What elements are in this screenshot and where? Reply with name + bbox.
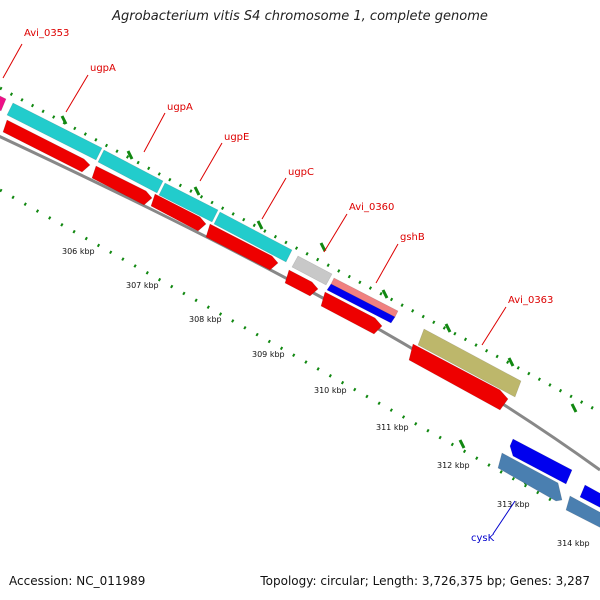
kbp-label: 314 kbp	[557, 539, 590, 548]
kbp-label: 311 kbp	[376, 423, 409, 432]
leader-ugpa-2	[143, 112, 166, 153]
cds-1	[2, 119, 91, 173]
gene-label: ugpA	[90, 63, 116, 74]
major-tick	[126, 150, 134, 160]
leader-avi-0353	[2, 43, 23, 79]
cds-3	[150, 193, 207, 232]
kbp-labels: 306 kbp 307 kbp 308 kbp 309 kbp 310 kbp …	[62, 247, 590, 548]
kbp-label: 308 kbp	[189, 315, 222, 324]
gene-label: gshB	[400, 232, 425, 243]
major-tick	[256, 220, 264, 230]
gene-label: ugpE	[224, 132, 249, 143]
major-tick	[381, 289, 389, 299]
inner-tick-ring	[0, 188, 561, 507]
leader-ugpa-1	[65, 74, 89, 113]
inner-strand-genes	[2, 119, 600, 528]
leader-cysk	[492, 500, 516, 535]
cds-5	[284, 269, 319, 297]
map-title: Agrobacterium vitis S4 chromosome 1, com…	[112, 9, 488, 24]
gene-ugpc	[213, 211, 293, 263]
leader-avi-0363	[481, 306, 507, 346]
major-tick	[319, 242, 327, 252]
outer-strand-genes	[0, 95, 600, 508]
kbp-label: 309 kbp	[252, 350, 285, 359]
gene-avi-0363	[417, 328, 522, 398]
label-leaders	[2, 43, 516, 535]
leader-ugpe	[199, 142, 223, 182]
gene-label: cysK	[471, 533, 495, 544]
gene-ugpe	[158, 182, 219, 223]
gene-label: ugpA	[167, 102, 193, 113]
gene-labels: Avi_0353 ugpA ugpA ugpE ugpC Avi_0360 gs…	[24, 28, 553, 544]
kbp-label: 310 kbp	[314, 386, 347, 395]
cds-6	[320, 291, 383, 335]
gene-label: Avi_0353	[24, 28, 69, 39]
gene-blue-right-2	[579, 484, 600, 508]
major-tick	[458, 439, 466, 449]
gene-label: Avi_0360	[349, 202, 394, 213]
major-tick	[444, 323, 452, 333]
gene-blue-right-1	[509, 438, 573, 485]
leader-gshb	[375, 243, 399, 284]
gene-label: Avi_0363	[508, 295, 553, 306]
major-tick	[570, 403, 578, 413]
cds-cysk	[497, 452, 563, 502]
accession-text: Accession: NC_011989	[9, 574, 146, 588]
gene-avi-0360	[291, 255, 333, 286]
gene-ugpa-1	[6, 102, 103, 161]
kbp-label: 306 kbp	[62, 247, 95, 256]
cds-steel-right	[565, 495, 600, 528]
major-tick	[507, 357, 515, 367]
gene-ugpa-2	[97, 149, 164, 194]
gene-avi-0353	[0, 95, 7, 112]
cds-7	[408, 343, 509, 411]
topology-text: Topology: circular; Length: 3,726,375 bp…	[260, 574, 590, 588]
kbp-label: 312 kbp	[437, 461, 470, 470]
cds-4	[205, 223, 279, 271]
leader-ugpc	[261, 177, 287, 220]
cds-2	[91, 165, 153, 206]
leader-avi-0360	[323, 213, 348, 253]
gene-label: ugpC	[288, 167, 314, 178]
major-tick	[193, 186, 201, 196]
gene-gshb-bottom	[326, 283, 396, 324]
kbp-label: 307 kbp	[126, 281, 159, 290]
kbp-label: 313 kbp	[497, 500, 530, 509]
major-tick	[60, 115, 68, 125]
